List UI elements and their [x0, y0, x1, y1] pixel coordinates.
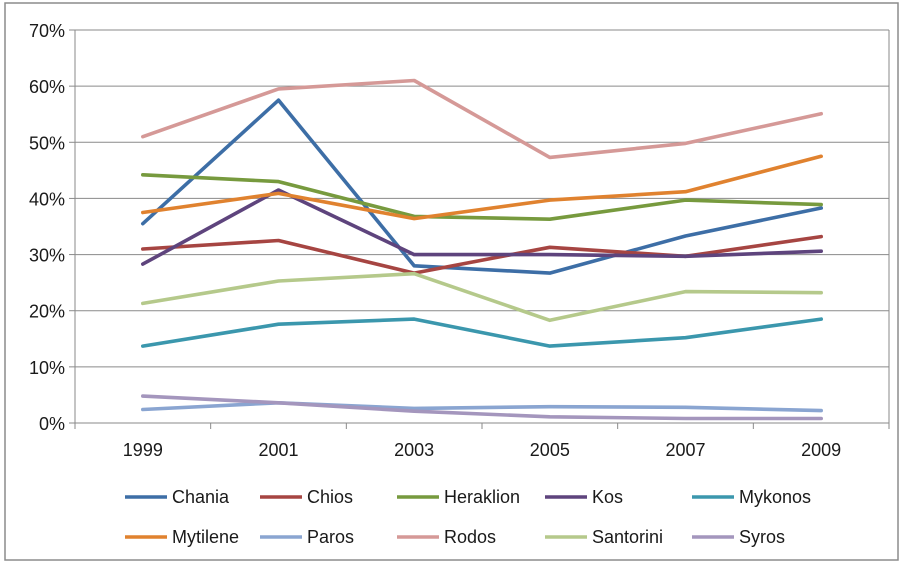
x-tick-label: 2005	[530, 440, 570, 460]
x-tick-label: 2001	[258, 440, 298, 460]
y-tick-label: 40%	[29, 189, 65, 209]
x-tick-label: 1999	[123, 440, 163, 460]
series-line-mytilene	[141, 154, 824, 221]
series-line-santorini	[141, 271, 824, 323]
x-tick-label: 2009	[801, 440, 841, 460]
legend-label-santorini: Santorini	[592, 527, 663, 547]
series-line-rodos	[141, 78, 824, 160]
series-line-chania	[141, 98, 824, 275]
axes: 0% 10% 20% 30% 40% 50% 60% 70% 1999 2001 2003 2005 2…	[29, 21, 890, 460]
legend-label-kos: Kos	[592, 487, 623, 507]
series-line-syros	[141, 394, 824, 421]
series-line-kos	[141, 188, 824, 266]
y-tick-label: 50%	[29, 133, 65, 153]
legend-label-heraklion: Heraklion	[444, 487, 520, 507]
legend-label-rodos: Rodos	[444, 527, 496, 547]
series-line-chios	[141, 234, 824, 275]
y-tick-label: 30%	[29, 246, 65, 266]
chart-border	[4, 2, 899, 561]
y-tick-label: 0%	[39, 414, 65, 434]
legend: Chania Chios Heraklion Kos Mykonos Mytilene Pa…	[125, 487, 811, 547]
legend-label-syros: Syros	[739, 527, 785, 547]
series-line-heraklion	[141, 173, 824, 221]
y-tick-label: 10%	[29, 358, 65, 378]
y-tick-label: 70%	[29, 21, 65, 41]
legend-label-mytilene: Mytilene	[172, 527, 239, 547]
y-tick-label: 20%	[29, 302, 65, 322]
series-line-paros	[141, 400, 824, 413]
series-line-mykonos	[141, 317, 824, 348]
series-lines	[141, 78, 824, 421]
y-tick-label: 60%	[29, 77, 65, 97]
legend-label-paros: Paros	[307, 527, 354, 547]
legend-label-mykonos: Mykonos	[739, 487, 811, 507]
legend-label-chania: Chania	[172, 487, 230, 507]
legend-label-chios: Chios	[307, 487, 353, 507]
x-tick-label: 2007	[665, 440, 705, 460]
x-tick-label: 2003	[394, 440, 434, 460]
